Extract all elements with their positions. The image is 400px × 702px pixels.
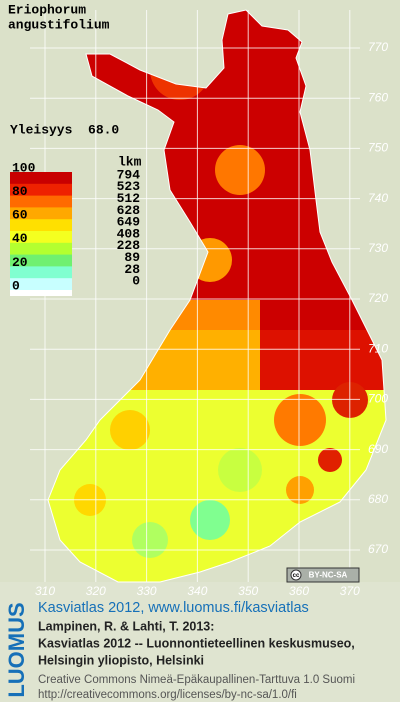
frequency: Yleisyys 68.0 xyxy=(10,122,119,137)
count: 512 xyxy=(117,191,141,206)
northing-label: 670 xyxy=(368,542,388,556)
easting-label: 310 xyxy=(35,584,55,598)
northing-label: 770 xyxy=(368,40,388,54)
northing-label: 730 xyxy=(368,241,388,255)
easting-label: 360 xyxy=(289,584,309,598)
license-badge: cc BY-NC-SA xyxy=(286,567,360,583)
count: 28 xyxy=(124,262,140,277)
title-line: Eriophorum xyxy=(8,2,86,17)
count: 228 xyxy=(117,238,141,253)
northing-label: 710 xyxy=(368,341,388,355)
count: 89 xyxy=(124,250,140,265)
legend-swatch xyxy=(10,219,72,232)
legend-swatch xyxy=(10,207,72,220)
northing-label: 720 xyxy=(368,291,388,305)
easting-label: 330 xyxy=(137,584,157,598)
count: 628 xyxy=(117,203,141,218)
count: 0 xyxy=(132,274,140,289)
northing-label: 740 xyxy=(368,191,388,205)
legend-swatch xyxy=(10,242,72,256)
legend-swatch xyxy=(10,266,72,279)
count: 408 xyxy=(117,226,141,241)
legend: 100 80 60 40 20 0 lkm7945235126286494082288928… xyxy=(10,154,142,296)
northing-label: 760 xyxy=(368,90,388,104)
scale-label: 40 xyxy=(12,231,28,246)
brand: LUOMUS xyxy=(4,602,29,697)
citation: Kasviatlas 2012 -- Luonnontieteellinen k… xyxy=(38,636,355,650)
legend-swatch xyxy=(10,278,72,291)
scale-label: 0 xyxy=(12,278,20,293)
northing-label: 690 xyxy=(368,442,388,456)
easting-label: 350 xyxy=(238,584,258,598)
count: 523 xyxy=(117,179,141,194)
legend-swatch xyxy=(10,195,72,208)
northing-label: 680 xyxy=(368,492,388,506)
license-text: Creative Commons Nimeä-Epäkaupallinen-Ta… xyxy=(38,674,355,686)
scale-label: 60 xyxy=(12,208,28,223)
legend-swatch xyxy=(10,231,72,244)
legend-swatch xyxy=(10,290,72,296)
easting-label: 320 xyxy=(86,584,106,598)
easting-label: 340 xyxy=(187,584,207,598)
title-line: angustifolium xyxy=(8,17,110,32)
footer-link[interactable]: Kasviatlas 2012, www.luomus.fi/kasviatla… xyxy=(38,600,309,616)
count: 649 xyxy=(117,215,141,230)
legend-swatch xyxy=(10,183,72,197)
count-header: lkm xyxy=(118,154,142,169)
scale-label: 100 xyxy=(12,160,36,175)
easting-label: 370 xyxy=(340,584,360,598)
citation: Helsingin yliopisto, Helsinki xyxy=(38,653,204,667)
northing-label: 750 xyxy=(368,141,388,155)
coordinate-grid: 770 760 750 740 730 720 710 700 690 680 670 310 320 3… xyxy=(30,10,388,598)
license-url[interactable]: http://creativecommons.org/licenses/by-n… xyxy=(38,689,297,701)
count: 794 xyxy=(117,167,141,182)
citation: Lampinen, R. & Lahti, T. 2013: xyxy=(38,619,214,633)
legend-swatch xyxy=(10,254,72,267)
scale-label: 80 xyxy=(12,184,28,199)
legend-swatch xyxy=(10,172,72,185)
badge-text: BY-NC-SA xyxy=(309,571,348,580)
scale-label: 20 xyxy=(12,255,28,270)
country-border xyxy=(47,9,387,583)
northing-label: 700 xyxy=(368,392,388,406)
svg-text:cc: cc xyxy=(293,573,300,579)
